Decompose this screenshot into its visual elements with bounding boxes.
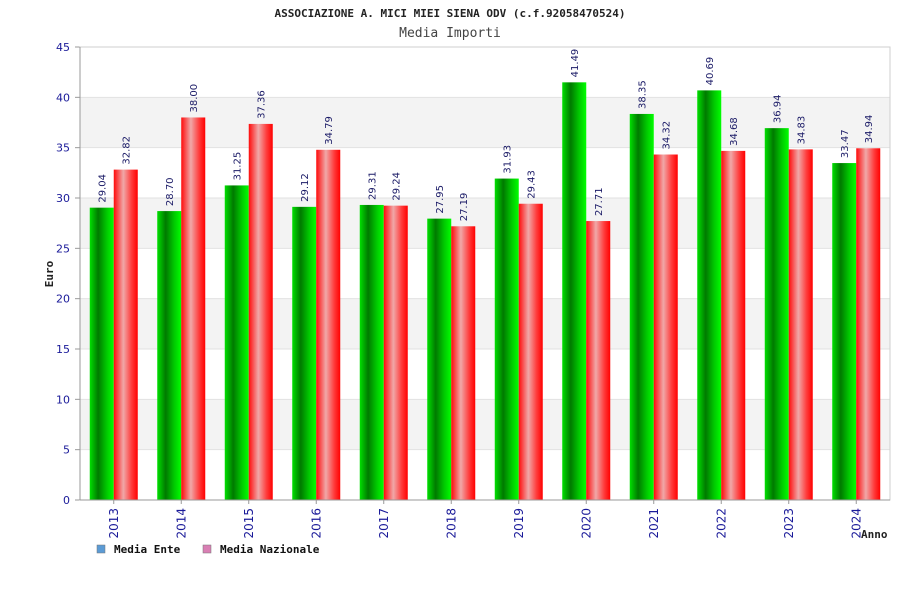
bar-media-nazionale xyxy=(181,117,206,500)
grid-band xyxy=(80,198,890,249)
x-axis-label: Anno xyxy=(861,528,888,541)
data-label: 27.71 xyxy=(594,187,605,216)
bar-media-ente xyxy=(89,207,114,500)
data-label: 27.95 xyxy=(435,185,446,214)
x-tick-label: 2017 xyxy=(377,508,391,539)
data-label: 38.35 xyxy=(638,80,649,109)
chart-title: ASSOCIAZIONE A. MICI MIEI SIENA ODV (c.f… xyxy=(275,7,626,20)
legend-label: Media Ente xyxy=(114,543,181,556)
y-tick-label: 30 xyxy=(56,192,70,205)
data-label: 29.04 xyxy=(98,174,109,203)
bar-media-ente xyxy=(629,113,654,501)
bar-media-nazionale xyxy=(316,149,341,500)
y-axis-label: Euro xyxy=(43,260,56,287)
data-label: 34.83 xyxy=(797,116,808,145)
chart-subtitle: Media Importi xyxy=(399,26,501,41)
bar-media-nazionale xyxy=(721,150,746,500)
x-tick-label: 2021 xyxy=(647,508,661,539)
legend-swatch xyxy=(202,544,212,554)
data-label: 33.47 xyxy=(840,129,851,158)
bar-media-ente xyxy=(224,185,249,500)
bar-media-ente xyxy=(562,82,587,501)
x-tick-label: 2022 xyxy=(714,508,728,539)
data-label: 34.32 xyxy=(662,121,673,150)
y-tick-label: 10 xyxy=(56,393,70,406)
bar-media-ente xyxy=(157,211,182,500)
data-label: 41.49 xyxy=(570,49,581,78)
bar-media-ente xyxy=(697,90,722,501)
y-tick-label: 40 xyxy=(56,91,70,104)
data-label: 36.94 xyxy=(773,94,784,123)
data-label: 37.36 xyxy=(257,90,268,119)
bar-media-nazionale xyxy=(518,203,543,500)
data-label: 29.12 xyxy=(300,173,311,202)
data-label: 34.79 xyxy=(324,116,335,145)
data-label: 34.68 xyxy=(729,117,740,146)
x-tick-label: 2015 xyxy=(242,508,256,539)
data-label: 38.00 xyxy=(189,84,200,113)
bar-media-ente xyxy=(494,178,519,500)
data-label: 40.69 xyxy=(705,57,716,86)
data-label: 29.31 xyxy=(368,171,379,200)
x-tick-label: 2023 xyxy=(782,508,796,539)
bar-media-nazionale xyxy=(788,149,813,501)
x-tick-label: 2024 xyxy=(849,508,863,539)
x-tick-label: 2018 xyxy=(444,508,458,539)
data-label: 31.25 xyxy=(233,152,244,181)
legend: Media Ente Media Nazionale xyxy=(96,543,320,556)
x-tick-label: 2014 xyxy=(174,508,188,539)
bar-media-nazionale xyxy=(653,154,678,500)
bar-media-nazionale xyxy=(586,221,611,500)
plot-background xyxy=(80,47,890,500)
x-tick-label: 2013 xyxy=(107,508,121,539)
bar-media-ente xyxy=(427,218,452,501)
y-tick-label: 35 xyxy=(56,142,70,155)
value-labels: 29.04 32.82 28.70 38.00 31.25 37.36 29.12 34.79… xyxy=(98,49,876,222)
bar-media-nazionale xyxy=(856,148,881,500)
data-label: 32.82 xyxy=(122,136,133,165)
grid-band xyxy=(80,399,890,450)
bar-media-ente xyxy=(832,163,857,500)
y-tick-label: 45 xyxy=(56,41,70,54)
data-label: 31.93 xyxy=(503,145,514,174)
x-tick-label: 2016 xyxy=(309,508,323,539)
bar-media-ente xyxy=(292,206,317,500)
y-tick-label: 15 xyxy=(56,343,70,356)
legend-swatch xyxy=(96,544,106,554)
bars xyxy=(89,82,881,501)
bar-media-nazionale xyxy=(248,123,273,500)
grid-band xyxy=(80,298,890,349)
data-label: 27.19 xyxy=(459,193,470,222)
y-tick-label: 0 xyxy=(63,494,70,507)
y-tick-label: 25 xyxy=(56,242,70,255)
data-label: 29.43 xyxy=(527,170,538,199)
data-label: 29.24 xyxy=(392,172,403,201)
y-tick-label: 20 xyxy=(56,293,70,306)
data-label: 34.94 xyxy=(864,115,875,144)
x-tick-labels: 2013 2014 2015 2016 2017 2018 2019 2020 2021 2022… xyxy=(107,508,864,539)
bar-media-ente xyxy=(764,128,789,500)
x-tick-label: 2019 xyxy=(512,508,526,539)
bar-media-nazionale xyxy=(451,226,476,500)
x-tick-label: 2020 xyxy=(579,508,593,539)
bar-media-nazionale xyxy=(113,169,138,500)
bar-media-nazionale xyxy=(383,205,408,500)
axes xyxy=(75,46,891,504)
y-tick-label: 5 xyxy=(63,444,70,457)
data-label: 28.70 xyxy=(165,177,176,206)
bar-media-ente xyxy=(359,204,384,501)
legend-label: Media Nazionale xyxy=(220,543,320,556)
y-tick-labels: 0 5 10 15 20 25 30 35 40 45 xyxy=(56,41,70,507)
grid-band xyxy=(80,97,890,148)
